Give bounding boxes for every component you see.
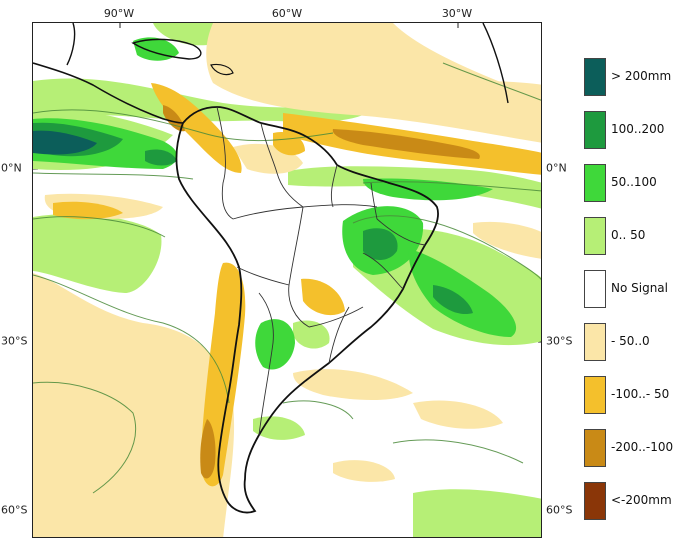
contour-lines	[33, 62, 541, 494]
legend-swatch-0-50	[584, 217, 606, 255]
legend-item-minus-200-100: -200..-100	[584, 429, 696, 469]
legend-label-above-200: > 200mm	[611, 69, 672, 83]
lat-label-left-60s: 60°S	[1, 503, 28, 517]
lat-label-right-30s: 30°S	[546, 334, 573, 348]
legend-label-minus-100-50: -100..- 50	[611, 387, 670, 401]
legend-item-minus-50-0: - 50..0	[584, 323, 696, 363]
legend-swatch-minus-50-0	[584, 323, 606, 361]
legend-item-0-50: 0.. 50	[584, 217, 696, 257]
legend-label-minus-50-0: - 50..0	[611, 334, 650, 348]
legend-label-50-100: 50..100	[611, 175, 657, 189]
lat-label-right-0n: 0°N	[546, 161, 567, 175]
legend-item-100-200: 100..200	[584, 111, 696, 151]
anomaly-teal-regions	[33, 130, 97, 155]
legend-item-above-200: > 200mm	[584, 58, 696, 98]
legend-swatch-below-minus-200	[584, 482, 606, 520]
legend-label-0-50: 0.. 50	[611, 228, 646, 242]
country-borders	[216, 106, 426, 436]
legend-swatch-minus-100-50	[584, 376, 606, 414]
lat-label-left-0n: 0°N	[1, 161, 22, 175]
legend-item-50-100: 50..100	[584, 164, 696, 204]
legend-swatch-100-200	[584, 111, 606, 149]
legend-label-below-minus-200: <-200mm	[611, 493, 672, 507]
precipitation-anomaly-map	[32, 22, 542, 538]
legend-item-below-minus-200: <-200mm	[584, 482, 696, 522]
lat-label-left-30s: 30°S	[1, 334, 28, 348]
south-america-coastline	[175, 106, 439, 514]
legend-label-minus-200-100: -200..-100	[611, 440, 674, 454]
hispaniola-coastline	[210, 63, 234, 76]
lon-label-30w: 30°W	[441, 7, 473, 20]
north-america-coastline	[66, 23, 76, 66]
lat-label-right-60s: 60°S	[546, 503, 573, 517]
legend-label-100-200: 100..200	[611, 122, 665, 136]
lon-label-60w: 60°W	[271, 7, 303, 20]
legend-swatch-above-200	[584, 58, 606, 96]
map-canvas	[33, 23, 541, 537]
legend-item-no-signal: No Signal	[584, 270, 696, 310]
atlantic-land-outline	[482, 23, 509, 104]
caribbean-islands-coastline	[131, 38, 202, 60]
legend-swatch-50-100	[584, 164, 606, 202]
legend-label-no-signal: No Signal	[611, 281, 668, 295]
legend-item-minus-100-50: -100..- 50	[584, 376, 696, 416]
legend-swatch-minus-200-100	[584, 429, 606, 467]
central-america-coastline	[33, 62, 184, 124]
lon-label-90w: 90°W	[103, 7, 135, 20]
legend-swatch-no-signal	[584, 270, 606, 308]
anomaly-brown-regions	[163, 105, 480, 479]
